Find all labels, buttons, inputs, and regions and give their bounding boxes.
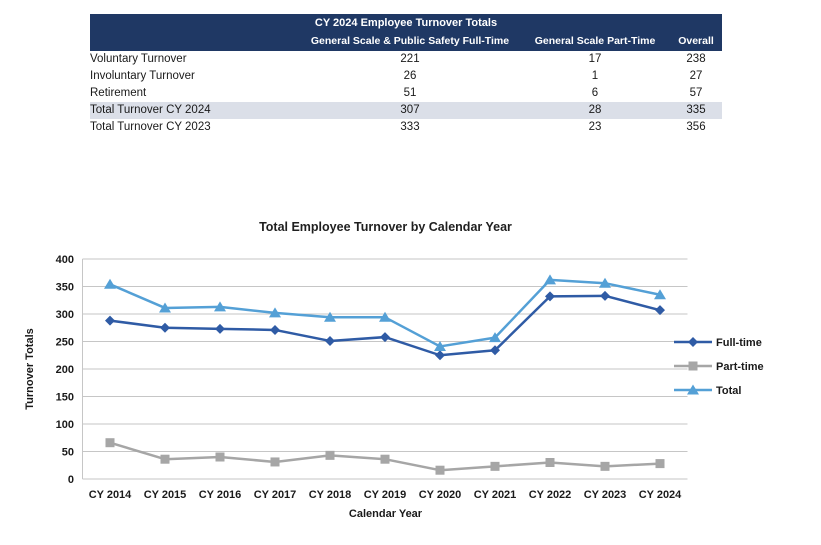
data-point-full-time <box>215 323 225 334</box>
series-line-full-time <box>109 294 661 357</box>
data-point-part-time <box>380 454 390 464</box>
row-label: Voluntary Turnover <box>90 53 187 65</box>
y-tick-label: 250 <box>56 337 74 349</box>
y-tick-label: 50 <box>62 447 74 459</box>
x-axis-title: Calendar Year <box>348 508 423 520</box>
x-tick-label: CY 2018 <box>309 489 352 501</box>
data-point-part-time <box>600 461 610 471</box>
data-point-part-time <box>270 457 280 467</box>
table-row: Voluntary Turnover 221 17 238 <box>90 51 722 68</box>
overall-value: 356 <box>686 121 706 133</box>
data-point-total <box>544 274 556 285</box>
legend-marker-total <box>687 384 699 395</box>
legend-label-total: Total <box>716 385 741 397</box>
data-point-part-time <box>490 461 500 471</box>
y-tick-label: 0 <box>68 474 74 486</box>
y-tick-label: 200 <box>56 364 74 376</box>
turnover-table: CY 2024 Employee Turnover Totals General… <box>90 14 722 136</box>
parttime-value: 1 <box>591 70 599 82</box>
data-point-full-time <box>160 322 170 333</box>
table-row: Involuntary Turnover 26 1 27 <box>90 68 722 85</box>
table-title: CY 2024 Employee Turnover Totals <box>90 14 722 32</box>
row-label: Total Turnover CY 2023 <box>90 121 211 133</box>
legend-marker-full-time <box>688 337 698 347</box>
overall-value: 335 <box>686 104 706 116</box>
legend-marker-part-time <box>688 361 698 371</box>
data-point-total <box>379 311 391 322</box>
column-header-parttime: General Scale Part-Time <box>534 35 656 47</box>
data-point-full-time <box>105 315 115 326</box>
x-tick-label: CY 2022 <box>529 489 572 501</box>
row-label: Total Turnover CY 2024 <box>90 104 211 116</box>
overall-value: 27 <box>689 70 703 82</box>
parttime-value: 23 <box>588 121 602 133</box>
data-point-full-time <box>435 350 445 361</box>
data-point-full-time <box>380 332 390 343</box>
parttime-value: 28 <box>588 104 602 116</box>
data-point-total <box>654 289 666 300</box>
fulltime-value: 221 <box>400 53 420 65</box>
x-tick-label: CY 2024 <box>639 489 682 501</box>
x-tick-label: CY 2020 <box>419 489 462 501</box>
data-point-part-time <box>105 438 115 448</box>
parttime-value: 6 <box>591 87 599 99</box>
data-point-part-time <box>435 465 445 475</box>
table-body: Voluntary Turnover 221 17 238 Involuntary Tu… <box>90 51 722 136</box>
x-tick-label: CY 2016 <box>199 489 242 501</box>
overall-value: 57 <box>689 87 703 99</box>
x-tick-label: CY 2023 <box>584 489 627 501</box>
y-tick-label: 100 <box>56 419 74 431</box>
row-label: Retirement <box>90 87 147 99</box>
x-tick-label: CY 2014 <box>89 489 132 501</box>
data-point-total <box>159 302 171 313</box>
table-header-row: General Scale & Public Safety Full-Time … <box>90 32 722 51</box>
table-row: Total Turnover CY 2023 333 23 356 <box>90 119 722 136</box>
legend-label-full-time: Full-time <box>716 337 762 349</box>
x-tick-label: CY 2019 <box>364 489 407 501</box>
table-row: Retirement 51 6 57 <box>90 85 722 102</box>
data-point-total <box>214 301 226 312</box>
column-header-fulltime: General Scale & Public Safety Full-Time <box>310 35 510 47</box>
overall-value: 238 <box>686 53 706 65</box>
data-point-part-time <box>655 459 665 469</box>
data-point-part-time <box>545 458 555 467</box>
y-tick-label: 150 <box>56 392 74 404</box>
data-point-part-time <box>160 454 170 464</box>
data-point-part-time <box>215 452 225 462</box>
table-row: Total Turnover CY 2024 307 28 335 <box>90 102 722 119</box>
data-point-total <box>104 278 116 289</box>
fulltime-value: 333 <box>400 121 420 133</box>
fulltime-value: 51 <box>403 87 417 99</box>
parttime-value: 17 <box>588 53 602 65</box>
data-point-full-time <box>325 335 335 346</box>
data-point-full-time <box>600 290 610 301</box>
data-point-total <box>324 311 336 322</box>
y-tick-label: 350 <box>56 282 74 294</box>
chart-title: Total Employee Turnover by Calendar Year <box>259 220 512 234</box>
data-point-full-time <box>545 291 555 302</box>
y-tick-label: 300 <box>56 309 74 321</box>
x-tick-label: CY 2015 <box>144 489 187 501</box>
data-point-full-time <box>490 345 500 356</box>
data-point-total <box>599 277 611 288</box>
data-point-total <box>489 332 501 343</box>
fulltime-value: 26 <box>403 70 417 82</box>
data-point-full-time <box>270 324 280 335</box>
legend-label-part-time: Part-time <box>716 361 764 373</box>
data-point-total <box>269 307 281 318</box>
data-point-total <box>434 340 446 351</box>
x-tick-label: CY 2017 <box>254 489 297 501</box>
y-tick-label: 400 <box>56 254 74 266</box>
data-point-part-time <box>325 450 335 460</box>
column-header-overall: Overall <box>678 35 714 47</box>
x-tick-label: CY 2021 <box>474 489 517 501</box>
row-label: Involuntary Turnover <box>90 70 195 82</box>
data-point-full-time <box>655 305 665 316</box>
fulltime-value: 307 <box>400 104 420 116</box>
